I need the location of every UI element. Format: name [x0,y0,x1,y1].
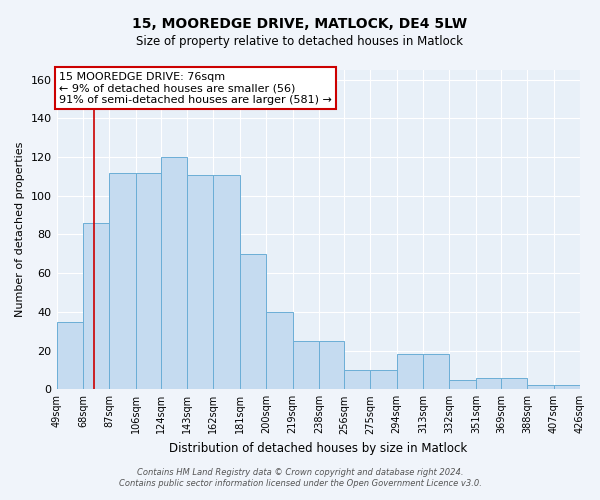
Text: Contains HM Land Registry data © Crown copyright and database right 2024.
Contai: Contains HM Land Registry data © Crown c… [119,468,481,487]
Bar [187,174,214,390]
Bar [449,380,476,390]
Bar [501,378,527,390]
Bar [83,223,109,390]
Bar [423,354,449,390]
Bar [319,341,344,390]
Bar [397,354,423,390]
Bar [109,172,136,390]
Bar [56,322,83,390]
Bar [136,172,161,390]
Text: Size of property relative to detached houses in Matlock: Size of property relative to detached ho… [137,35,464,48]
Text: 15 MOOREDGE DRIVE: 76sqm
← 9% of detached houses are smaller (56)
91% of semi-de: 15 MOOREDGE DRIVE: 76sqm ← 9% of detache… [59,72,332,105]
Bar [344,370,370,390]
Bar [293,341,319,390]
Text: 15, MOOREDGE DRIVE, MATLOCK, DE4 5LW: 15, MOOREDGE DRIVE, MATLOCK, DE4 5LW [133,18,467,32]
Bar [476,378,501,390]
Bar [240,254,266,390]
Bar [266,312,293,390]
Y-axis label: Number of detached properties: Number of detached properties [15,142,25,318]
Bar [554,386,580,390]
X-axis label: Distribution of detached houses by size in Matlock: Distribution of detached houses by size … [169,442,467,455]
Bar [370,370,397,390]
Bar [527,386,554,390]
Bar [214,174,240,390]
Bar [161,157,187,390]
